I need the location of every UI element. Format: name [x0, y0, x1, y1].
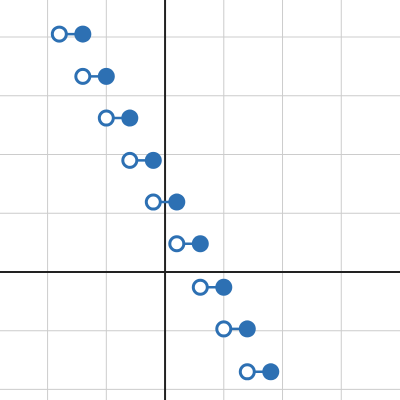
closed-endpoint [168, 193, 186, 211]
closed-endpoint [191, 235, 209, 253]
closed-endpoint [97, 67, 115, 85]
open-endpoint [144, 193, 162, 211]
closed-endpoint [74, 25, 92, 43]
closed-endpoint [144, 151, 162, 169]
open-endpoint [121, 151, 139, 169]
open-endpoint [168, 235, 186, 253]
open-endpoint [97, 109, 115, 127]
closed-endpoint [238, 320, 256, 338]
open-endpoint [74, 67, 92, 85]
open-endpoint [50, 25, 68, 43]
open-endpoint [215, 320, 233, 338]
closed-endpoint [121, 109, 139, 127]
open-endpoint [191, 278, 209, 296]
open-endpoint [238, 363, 256, 381]
closed-endpoint [262, 363, 280, 381]
closed-endpoint [215, 278, 233, 296]
